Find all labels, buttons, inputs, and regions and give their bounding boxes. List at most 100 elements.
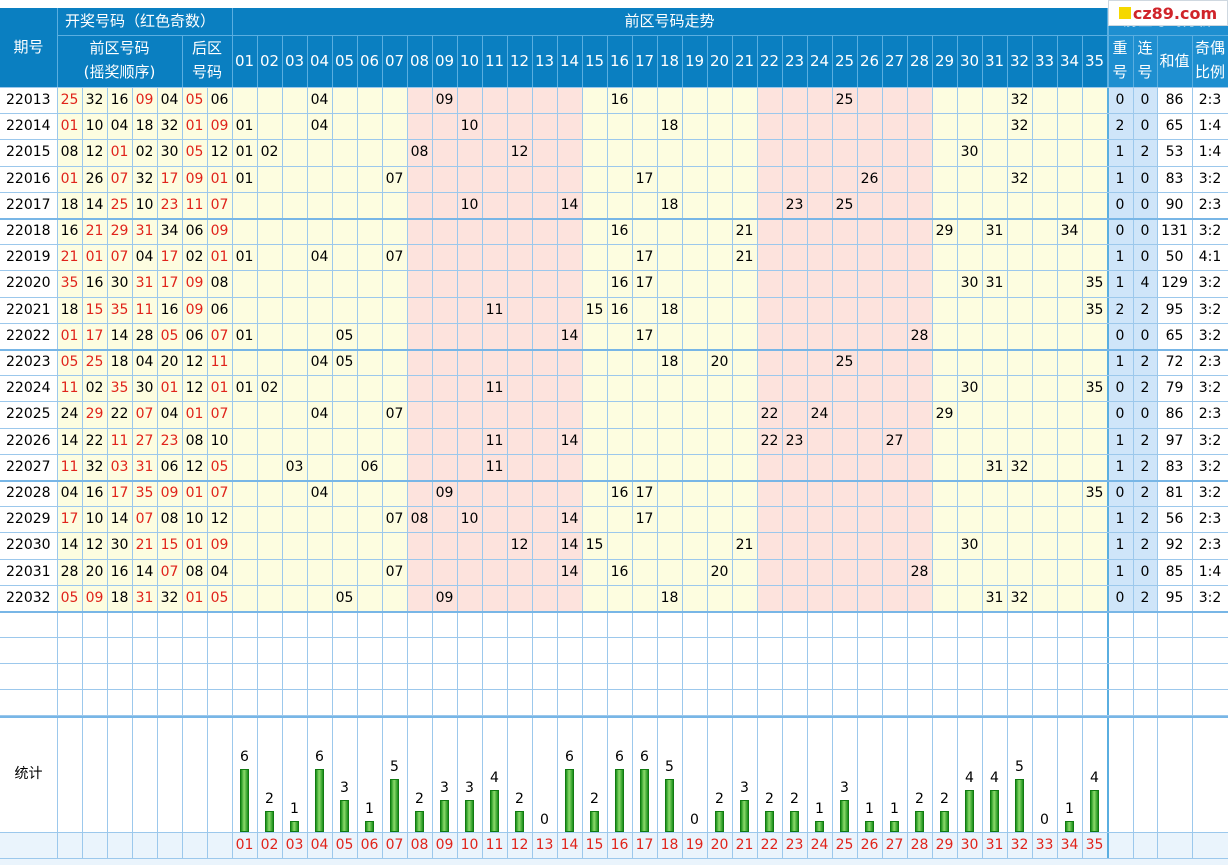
front-number: 31 [135, 275, 154, 292]
stat-count: 6 [640, 749, 649, 765]
front-number: 22 [110, 406, 129, 423]
odd-even-ratio: 3:2 [1198, 589, 1222, 606]
front-number: 14 [60, 537, 79, 554]
trend-ball: 04 [310, 118, 329, 135]
front-number: 17 [60, 511, 79, 528]
sum-value: 79 [1165, 380, 1184, 397]
trend-ball: 11 [485, 458, 504, 475]
trend-ball: 18 [660, 354, 679, 371]
footer-col-04: 04 [310, 837, 329, 853]
trend-ball: 08 [410, 144, 429, 161]
front-number: 18 [110, 354, 129, 371]
front-number: 05 [160, 327, 179, 344]
front-number: 17 [160, 275, 179, 292]
stat-count: 3 [740, 780, 749, 796]
stat-bar [565, 769, 574, 832]
repeat-count: 2 [1115, 301, 1125, 318]
consecutive-count: 2 [1140, 589, 1150, 606]
trend-ball: 04 [310, 92, 329, 109]
sum-value: 92 [1165, 537, 1184, 554]
front-number: 15 [160, 537, 179, 554]
consecutive-count: 2 [1140, 511, 1150, 528]
trend-ball: 35 [1085, 485, 1104, 502]
stat-count: 3 [340, 780, 349, 796]
footer-col-31: 31 [985, 837, 1004, 853]
back-number: 01 [185, 485, 204, 502]
header-col-08: 08 [409, 51, 430, 70]
footer-col-06: 06 [360, 837, 379, 853]
front-number: 23 [160, 432, 179, 449]
front-number: 01 [160, 380, 179, 397]
stat-count: 1 [1065, 801, 1074, 817]
header-col-32: 32 [1009, 51, 1030, 70]
front-number: 30 [135, 380, 154, 397]
front-number: 11 [110, 432, 129, 449]
sum-value: 81 [1165, 485, 1184, 502]
header-col-30: 30 [959, 51, 980, 70]
trend-ball: 01 [235, 380, 254, 397]
stat-bar [915, 811, 924, 832]
back-number: 12 [210, 144, 229, 161]
trend-ball: 17 [635, 485, 654, 502]
stat-bar [940, 811, 949, 832]
trend-ball: 14 [560, 327, 579, 344]
footer-col-25: 25 [835, 837, 854, 853]
stat-bar [440, 800, 449, 832]
footer-number-row-bg [0, 832, 1228, 858]
trend-ball: 01 [235, 327, 254, 344]
repeat-count: 0 [1115, 223, 1125, 240]
odd-even-ratio: 3:2 [1198, 485, 1222, 502]
trend-ball: 16 [610, 485, 629, 502]
front-number: 07 [135, 511, 154, 528]
front-number: 32 [160, 589, 179, 606]
sum-value: 83 [1165, 170, 1184, 187]
trend-ball: 07 [385, 170, 404, 187]
front-number: 16 [60, 223, 79, 240]
front-number: 32 [85, 92, 104, 109]
front-number: 17 [110, 485, 129, 502]
stat-bar [490, 790, 499, 832]
sum-value: 86 [1165, 92, 1184, 109]
header-col-26: 26 [859, 51, 880, 70]
sum-value: 95 [1165, 301, 1184, 318]
site-logo[interactable]: cz89.com [1108, 0, 1228, 26]
trend-ball: 16 [610, 275, 629, 292]
header-col-03: 03 [284, 51, 305, 70]
trend-ball: 17 [635, 511, 654, 528]
header-ratio-2: 比例 [1194, 62, 1225, 81]
trend-ball: 32 [1010, 118, 1029, 135]
odd-even-ratio: 3:2 [1198, 380, 1222, 397]
header-col-23: 23 [784, 51, 805, 70]
front-number: 12 [85, 144, 104, 161]
odd-even-ratio: 3:2 [1198, 432, 1222, 449]
front-number: 05 [60, 589, 79, 606]
front-number: 24 [60, 406, 79, 423]
footer-col-33: 33 [1035, 837, 1054, 853]
odd-even-ratio: 1:4 [1198, 563, 1222, 580]
consecutive-count: 0 [1140, 118, 1150, 135]
trend-ball: 07 [385, 563, 404, 580]
trend-ball: 05 [335, 354, 354, 371]
stat-count: 0 [540, 812, 549, 828]
back-number: 09 [185, 301, 204, 318]
sum-value: 56 [1165, 511, 1184, 528]
front-number: 16 [110, 92, 129, 109]
front-number: 01 [60, 327, 79, 344]
front-number: 16 [160, 301, 179, 318]
stat-bar [965, 790, 974, 832]
logo-text: cz89.com [1132, 3, 1218, 23]
trend-ball: 32 [1010, 170, 1029, 187]
stat-bar [315, 769, 324, 832]
trend-ball: 02 [260, 144, 279, 161]
stat-count: 2 [415, 791, 424, 807]
back-number: 08 [185, 432, 204, 449]
trend-ball: 11 [485, 432, 504, 449]
repeat-count: 0 [1115, 92, 1125, 109]
consecutive-count: 2 [1140, 458, 1150, 475]
sum-value: 65 [1165, 118, 1184, 135]
odd-even-ratio: 1:4 [1198, 118, 1222, 135]
stat-bar [890, 821, 899, 832]
front-number: 26 [85, 170, 104, 187]
odd-even-ratio: 3:2 [1198, 301, 1222, 318]
front-number: 20 [160, 354, 179, 371]
